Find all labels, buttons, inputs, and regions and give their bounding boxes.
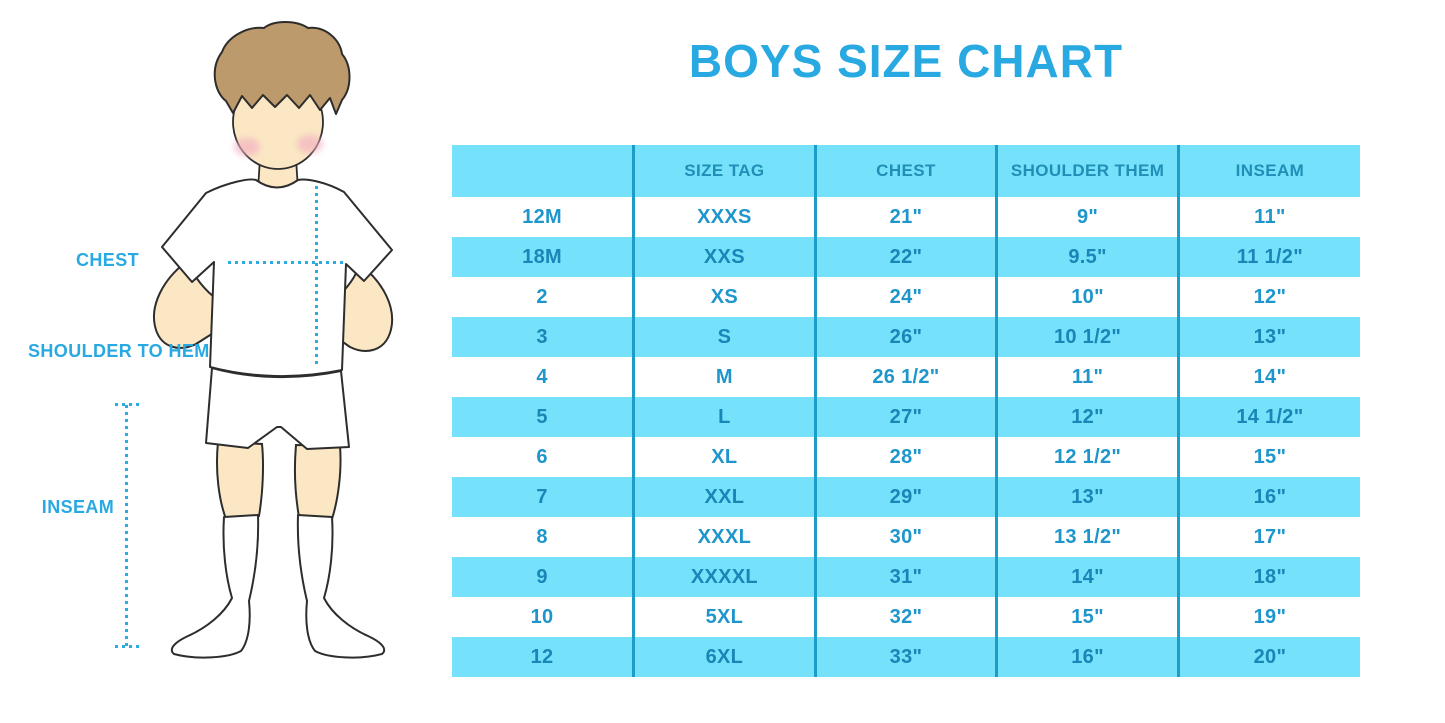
table-cell: 11" <box>995 357 1179 397</box>
chest-measure-line <box>228 261 346 264</box>
inseam-line-bottom-cap <box>115 645 139 648</box>
size-chart-table: SIZE TAG CHEST SHOULDER THEM INSEAM 12M X… <box>452 145 1360 677</box>
table-cell: 10 <box>530 605 554 628</box>
table-cell: 9.5" <box>995 237 1179 277</box>
table-cell: 21" <box>813 197 997 237</box>
header-cell-shoulder: SHOULDER THEM <box>995 145 1179 197</box>
table-cell: 16" <box>1176 477 1360 517</box>
table-cell: 5 <box>536 405 548 428</box>
table-row: 2 XS 24" 10" 12" <box>452 277 1360 317</box>
table-cell: 3 <box>536 325 548 348</box>
table-row: 12 6XL 33" 16" 20" <box>452 637 1360 677</box>
table-row: 7 XXL 29" 13" 16" <box>452 477 1360 517</box>
table-row: 12M XXXS 21" 9" 11" <box>452 197 1360 237</box>
header-cell-chest: CHEST <box>813 145 997 197</box>
table-row: 5 L 27" 12" 14 1/2" <box>452 397 1360 437</box>
inseam-label: INSEAM <box>41 497 115 517</box>
table-cell: 12" <box>1176 277 1360 317</box>
boy-legs <box>215 440 342 521</box>
table-cell: 13 1/2" <box>995 517 1179 557</box>
boy-socks <box>170 514 386 659</box>
table-row: 18M XXS 22" 9.5" 11 1/2" <box>452 237 1360 277</box>
table-cell: 14" <box>995 557 1179 597</box>
boy-blush-right <box>297 135 323 153</box>
table-cell: 18M <box>522 245 562 268</box>
table-cell: XL <box>632 437 816 477</box>
inseam-measure-line <box>125 405 128 647</box>
table-cell: 9" <box>995 197 1179 237</box>
table-cell: 29" <box>813 477 997 517</box>
table-row: 6 XL 28" 12 1/2" 15" <box>452 437 1360 477</box>
boy-arms <box>153 261 394 352</box>
shoulder-to-hem-measure-line <box>315 186 318 368</box>
table-cell: 15" <box>995 597 1179 637</box>
table-cell: XXS <box>632 237 816 277</box>
table-cell: L <box>632 397 816 437</box>
table-cell: S <box>632 317 816 357</box>
inseam-line-top-cap <box>115 403 139 406</box>
table-cell: 32" <box>813 597 997 637</box>
table-cell: XXXXL <box>632 557 816 597</box>
table-cell: 8 <box>536 525 548 548</box>
table-cell: 10" <box>995 277 1179 317</box>
table-row: 8 XXXL 30" 13 1/2" 17" <box>452 517 1360 557</box>
table-cell: XXXL <box>632 517 816 557</box>
boy-figure-illustration <box>153 21 394 659</box>
table-header-row: SIZE TAG CHEST SHOULDER THEM INSEAM <box>452 145 1360 197</box>
table-row: 10 5XL 32" 15" 19" <box>452 597 1360 637</box>
table-cell: 15" <box>1176 437 1360 477</box>
table-cell: XS <box>632 277 816 317</box>
table-cell: 18" <box>1176 557 1360 597</box>
table-cell: 12 1/2" <box>995 437 1179 477</box>
page-title: BOYS SIZE CHART <box>688 35 1124 87</box>
table-row: 3 S 26" 10 1/2" 13" <box>452 317 1360 357</box>
table-cell: 7 <box>536 485 548 508</box>
table-cell: 10 1/2" <box>995 317 1179 357</box>
table-cell: M <box>632 357 816 397</box>
table-cell: 22" <box>813 237 997 277</box>
boy-blush-left <box>234 138 260 156</box>
chest-label: CHEST <box>75 250 139 270</box>
boy-shorts <box>205 367 350 450</box>
table-cell: 24" <box>813 277 997 317</box>
table-cell: 11 1/2" <box>1176 237 1360 277</box>
table-cell: 16" <box>995 637 1179 677</box>
table-cell: 26" <box>813 317 997 357</box>
table-cell: XXL <box>632 477 816 517</box>
table-cell: 11" <box>1176 197 1360 237</box>
table-cell: 27" <box>813 397 997 437</box>
table-cell: 20" <box>1176 637 1360 677</box>
table-cell: 12M <box>522 205 562 228</box>
table-cell: 31" <box>813 557 997 597</box>
table-cell: 28" <box>813 437 997 477</box>
table-cell: 13" <box>1176 317 1360 357</box>
table-cell: 6 <box>536 445 548 468</box>
table-cell: 19" <box>1176 597 1360 637</box>
table-cell: 14 1/2" <box>1176 397 1360 437</box>
table-cell: 5XL <box>632 597 816 637</box>
table-cell: 6XL <box>632 637 816 677</box>
table-cell: 30" <box>813 517 997 557</box>
table-cell: 26 1/2" <box>813 357 997 397</box>
table-row: 9 XXXXL 31" 14" 18" <box>452 557 1360 597</box>
table-cell: 13" <box>995 477 1179 517</box>
header-cell-age <box>452 145 634 197</box>
table-cell: 14" <box>1176 357 1360 397</box>
header-cell-inseam: INSEAM <box>1176 145 1360 197</box>
size-table-body: 12M XXXS 21" 9" 11" 18M XXS 22" 9.5" 11 1/2" 2 XS 24… <box>452 197 1360 677</box>
table-cell: XXXS <box>632 197 816 237</box>
table-cell: 2 <box>536 285 548 308</box>
table-cell: 12" <box>995 397 1179 437</box>
table-cell: 4 <box>536 365 548 388</box>
table-cell: 17" <box>1176 517 1360 557</box>
table-row: 4 M 26 1/2" 11" 14" <box>452 357 1360 397</box>
table-cell: 12 <box>530 645 554 668</box>
table-cell: 33" <box>813 637 997 677</box>
boy-hair <box>213 21 351 115</box>
shoulder-to-hem-label: SHOULDER TO HEM <box>28 341 210 361</box>
header-cell-size-tag: SIZE TAG <box>632 145 816 197</box>
table-cell: 9 <box>536 565 548 588</box>
